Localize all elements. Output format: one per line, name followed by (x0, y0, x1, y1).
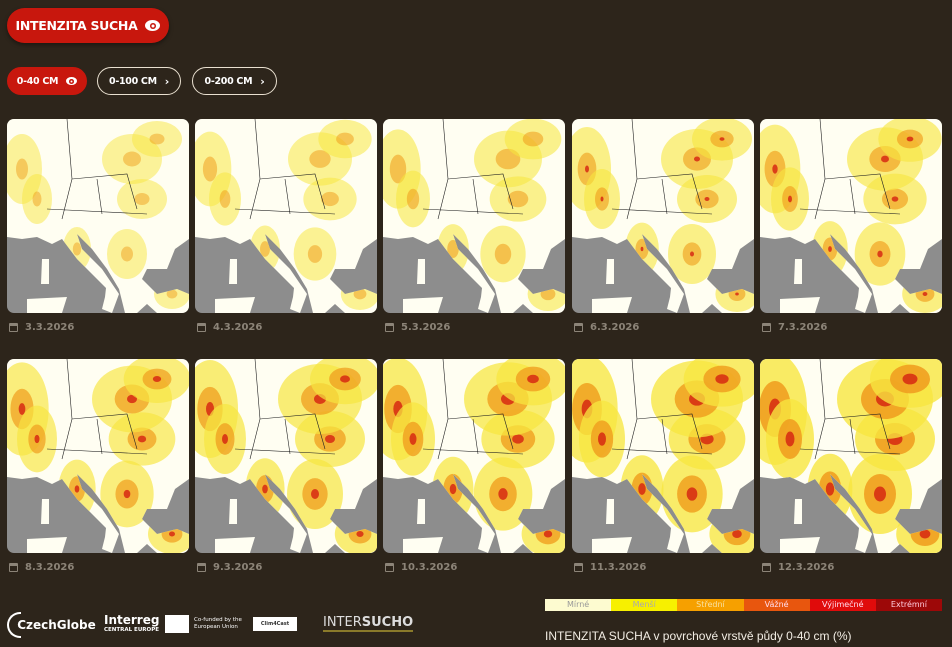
eu-cofunded-text: Co-funded by the European Union (194, 617, 242, 630)
map-date: 11.3.2026 (574, 562, 646, 573)
tab-0-100-cm[interactable]: 0-100 CM › (97, 67, 181, 95)
czechglobe-logo: CzechGlobe (7, 612, 96, 638)
date-label: 7.3.2026 (778, 322, 828, 333)
drought-map[interactable] (760, 119, 942, 313)
map-date: 10.3.2026 (385, 562, 457, 573)
tab-label: 0-100 CM (109, 75, 157, 87)
legend-item: Menší (611, 599, 678, 611)
map-date: 7.3.2026 (762, 322, 827, 333)
map-date: 5.3.2026 (385, 322, 450, 333)
drought-intensity-button[interactable]: INTENZITA SUCHA (7, 8, 169, 43)
map-date: 3.3.2026 (9, 322, 74, 333)
drought-map[interactable] (572, 359, 754, 553)
legend: Mírné Menší Střední Vážné Výjimečné Extrémní (545, 599, 943, 611)
calendar-icon (574, 563, 583, 572)
eu-flag-icon (165, 615, 189, 633)
drought-map[interactable] (7, 359, 189, 553)
date-label: 5.3.2026 (401, 322, 451, 333)
date-label: 4.3.2026 (213, 322, 263, 333)
drought-intensity-label: INTENZITA SUCHA (15, 18, 138, 33)
drought-map[interactable] (760, 359, 942, 553)
calendar-icon (9, 563, 18, 572)
legend-item: Vážné (743, 599, 810, 611)
date-label: 3.3.2026 (25, 322, 75, 333)
drought-map[interactable] (195, 119, 377, 313)
legend-item: Výjimečné (809, 599, 876, 611)
interreg-logo: Interreg CENTRAL EUROPE (104, 613, 160, 634)
date-label: 12.3.2026 (778, 562, 835, 573)
eye-icon (66, 77, 78, 85)
date-label: 8.3.2026 (25, 562, 75, 573)
drought-map[interactable] (383, 359, 565, 553)
intersucho-logo: INTERSUCHO (323, 615, 414, 632)
calendar-icon (197, 563, 206, 572)
calendar-icon (385, 563, 394, 572)
map-date: 12.3.2026 (762, 562, 834, 573)
tab-0-200-cm[interactable]: 0-200 CM › (192, 67, 277, 95)
drought-map[interactable] (195, 359, 377, 553)
tab-label: 0-40 CM (16, 75, 59, 87)
drought-map[interactable] (383, 119, 565, 313)
calendar-icon (9, 323, 18, 332)
eye-icon (145, 20, 161, 31)
legend-item: Extrémní (875, 599, 943, 611)
calendar-icon (574, 323, 583, 332)
calendar-icon (762, 563, 771, 572)
map-date: 4.3.2026 (197, 322, 262, 333)
legend-item: Mírné (545, 599, 612, 611)
calendar-icon (762, 323, 771, 332)
chevron-right-icon: › (164, 74, 170, 88)
date-label: 6.3.2026 (590, 322, 640, 333)
tab-0-40-cm[interactable]: 0-40 CM (7, 67, 87, 95)
chevron-right-icon: › (260, 74, 265, 88)
map-date: 9.3.2026 (197, 562, 262, 573)
date-label: 10.3.2026 (401, 562, 458, 573)
map-date: 8.3.2026 (9, 562, 74, 573)
date-label: 11.3.2026 (590, 562, 647, 573)
legend-title: INTENZITA SUCHA v povrchové vrstvě půdy … (545, 629, 852, 643)
calendar-icon (197, 323, 206, 332)
tab-label: 0-200 CM (204, 75, 253, 87)
drought-map[interactable] (572, 119, 754, 313)
clim4cast-logo: Clim4Cast (253, 617, 297, 631)
legend-item: Střední (677, 599, 744, 611)
date-label: 9.3.2026 (213, 562, 263, 573)
calendar-icon (385, 323, 394, 332)
drought-map[interactable] (7, 119, 189, 313)
map-date: 6.3.2026 (574, 322, 639, 333)
